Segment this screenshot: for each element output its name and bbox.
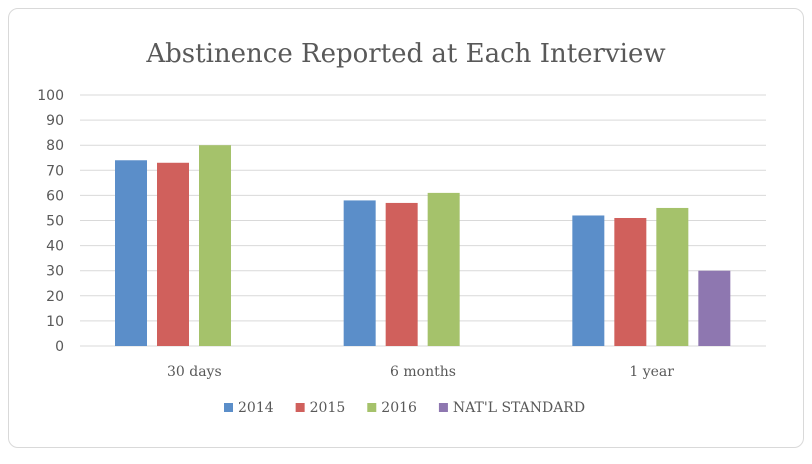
y-tick-label: 30 [46, 264, 64, 280]
legend: 2014 2015 2016 NAT'L STANDARD [224, 400, 585, 416]
legend-swatch [438, 403, 448, 412]
x-category-label: 6 months [390, 364, 456, 380]
gridlines [80, 94, 766, 347]
bar-2015-6-months [385, 202, 418, 346]
legend-swatch [367, 403, 377, 412]
y-tick-label: 50 [46, 214, 64, 230]
x-axis-categories: 30 days 6 months 1 year [167, 364, 674, 380]
legend-label: 2015 [310, 400, 346, 416]
bar-2016-1-year [656, 207, 689, 346]
bar-2016-30-days [199, 145, 231, 346]
legend-item: 2016 [367, 400, 417, 416]
y-tick-label: 70 [46, 163, 64, 179]
y-tick-label: 20 [46, 289, 64, 305]
bar-2015-1-year [614, 217, 647, 346]
legend-swatch [295, 403, 305, 412]
bar-nat-l-standard-1-year [698, 270, 731, 346]
x-category-label: 30 days [167, 364, 222, 380]
bar-2015-30-days [157, 162, 189, 346]
bar-2014-1-year [572, 215, 605, 346]
x-category-label: 1 year [629, 364, 674, 380]
y-tick-label: 60 [46, 188, 64, 204]
y-tick-label: 0 [55, 339, 64, 355]
bar-2014-6-months [343, 200, 376, 346]
y-axis-ticks: 0 10 20 30 40 50 60 70 80 90 100 [37, 88, 64, 355]
legend-swatch [224, 403, 233, 412]
y-tick-label: 90 [46, 113, 64, 129]
bars [115, 145, 731, 346]
legend-label: 2014 [238, 400, 274, 416]
legend-label: 2016 [381, 400, 417, 416]
y-tick-label: 100 [37, 88, 64, 104]
legend-label: NAT'L STANDARD [453, 400, 585, 416]
legend-item: NAT'L STANDARD [438, 400, 585, 416]
y-tick-label: 40 [46, 239, 64, 255]
y-tick-label: 80 [46, 138, 64, 154]
bar-2014-30-days [115, 160, 147, 346]
y-tick-label: 10 [46, 314, 64, 330]
legend-item: 2015 [295, 400, 346, 416]
legend-item: 2014 [224, 400, 274, 416]
bar-2016-6-months [427, 192, 460, 346]
chart-title: Abstinence Reported at Each Interview [145, 39, 665, 69]
